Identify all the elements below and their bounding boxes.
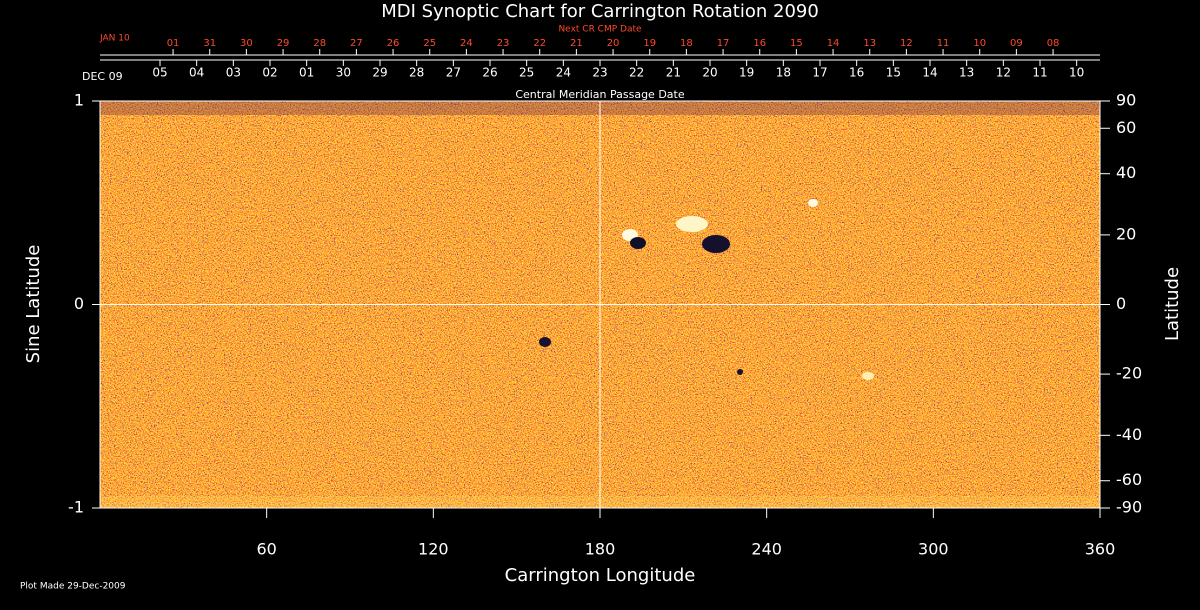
x-tick-label: 300 <box>918 540 949 559</box>
next-cr-axis-label: Next CR CMP Date <box>558 25 642 35</box>
next-cr-tick-label: 25 <box>423 38 436 49</box>
next-cr-tick-label: 27 <box>350 38 363 49</box>
cmp-tick-label: 03 <box>226 66 241 80</box>
cmp-tick-label: 18 <box>776 66 791 80</box>
next-cr-tick-label: 24 <box>460 38 473 49</box>
y-tick-label: 1 <box>74 91 84 110</box>
next-cr-tick-label: 08 <box>1047 38 1060 49</box>
next-cr-month-label: JAN 10 <box>99 34 130 44</box>
y-tick-label: 0 <box>74 294 84 313</box>
cmp-tick-label: 14 <box>922 66 937 80</box>
cmp-axis-label: Central Meridian Passage Date <box>515 88 684 101</box>
cmp-tick-label: 30 <box>336 66 351 80</box>
cmp-tick-label: 21 <box>666 66 681 80</box>
next-cr-tick-label: 15 <box>790 38 803 49</box>
x-tick-label: 120 <box>418 540 449 559</box>
y-tick-label: -1 <box>68 498 84 517</box>
y2-tick-label: 0 <box>1116 294 1126 313</box>
next-cr-tick-label: 09 <box>1010 38 1023 49</box>
next-cr-tick-label: 14 <box>827 38 840 49</box>
cmp-tick-label: 23 <box>592 66 607 80</box>
next-cr-tick-label: 11 <box>937 38 950 49</box>
chart-title: MDI Synoptic Chart for Carrington Rotati… <box>381 1 819 22</box>
next-cr-tick-label: 29 <box>277 38 290 49</box>
y2-tick-label: -40 <box>1116 425 1142 444</box>
cmp-tick-label: 20 <box>702 66 717 80</box>
cmp-tick-label: 29 <box>372 66 387 80</box>
next-cr-tick-label: 19 <box>643 38 656 49</box>
y2-tick-label: 40 <box>1116 163 1136 182</box>
next-cr-tick-label: 20 <box>607 38 620 49</box>
cmp-tick-label: 27 <box>446 66 461 80</box>
next-cr-tick-label: 21 <box>570 38 583 49</box>
next-cr-tick-label: 12 <box>900 38 913 49</box>
x-tick-label: 60 <box>256 540 276 559</box>
x-tick-label: 180 <box>585 540 616 559</box>
next-cr-tick-label: 31 <box>203 38 216 49</box>
cmp-tick-label: 22 <box>629 66 644 80</box>
cmp-tick-label: 26 <box>482 66 497 80</box>
footer: Plot Made 29-Dec-2009 <box>20 582 126 592</box>
cmp-tick-label: 11 <box>1032 66 1047 80</box>
cmp-tick-label: 04 <box>189 66 204 80</box>
y2-tick-label: 90 <box>1116 91 1136 110</box>
cmp-tick-label: 19 <box>739 66 754 80</box>
x-axis-label: Carrington Longitude <box>505 565 696 586</box>
next-cr-tick-label: 26 <box>387 38 400 49</box>
cmp-tick-label: 12 <box>996 66 1011 80</box>
next-cr-tick-label: 23 <box>497 38 510 49</box>
cmp-tick-label: 01 <box>299 66 314 80</box>
y-axis-label: Sine Latitude <box>23 245 44 364</box>
cmp-tick-label: 10 <box>1069 66 1084 80</box>
next-cr-tick-label: 16 <box>753 38 766 49</box>
next-cr-tick-label: 01 <box>167 38 180 49</box>
next-cr-tick-label: 30 <box>240 38 253 49</box>
next-cr-tick-label: 13 <box>863 38 876 49</box>
x-tick-label: 360 <box>1085 540 1116 559</box>
y2-tick-label: -60 <box>1116 470 1142 489</box>
next-cr-tick-label: 28 <box>313 38 326 49</box>
next-cr-tick-label: 17 <box>717 38 730 49</box>
y2-tick-label: 60 <box>1116 118 1136 137</box>
next-cr-tick-label: 18 <box>680 38 693 49</box>
cmp-tick-label: 16 <box>849 66 864 80</box>
cmp-tick-label: 13 <box>959 66 974 80</box>
next-cr-tick-label: 10 <box>973 38 986 49</box>
cmp-tick-label: 24 <box>556 66 571 80</box>
x-tick-label: 240 <box>751 540 782 559</box>
next-cr-tick-label: 22 <box>533 38 546 49</box>
y2-axis-label: Latitude <box>1162 267 1183 341</box>
cmp-tick-label: 05 <box>152 66 167 80</box>
cmp-tick-label: 02 <box>262 66 277 80</box>
y2-tick-label: 20 <box>1116 224 1136 243</box>
cmp-tick-label: 25 <box>519 66 534 80</box>
y2-tick-label: -20 <box>1116 364 1142 383</box>
y2-tick-label: -90 <box>1116 498 1142 517</box>
cmp-tick-label: 28 <box>409 66 424 80</box>
cmp-tick-label: 15 <box>886 66 901 80</box>
cmp-month-label: DEC 09 <box>82 70 123 83</box>
cmp-tick-label: 17 <box>812 66 827 80</box>
